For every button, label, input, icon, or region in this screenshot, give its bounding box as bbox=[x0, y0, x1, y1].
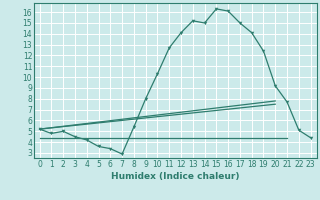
X-axis label: Humidex (Indice chaleur): Humidex (Indice chaleur) bbox=[111, 172, 239, 181]
